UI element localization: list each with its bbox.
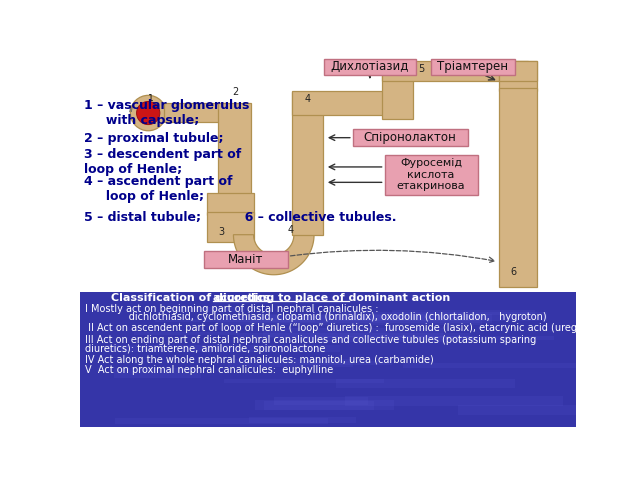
Text: II Act on ascendent part of loop of Henle (“loop” diuretics) :  furosemide (lasi: II Act on ascendent part of loop of Henl… <box>84 323 633 333</box>
Bar <box>218 315 483 325</box>
Text: 5 – distal tubule;          6 – collective tubules.: 5 – distal tubule; 6 – collective tubule… <box>84 211 396 224</box>
Bar <box>134 332 238 335</box>
Text: 2 – proximal tubule;: 2 – proximal tubule; <box>84 132 223 145</box>
Bar <box>223 379 384 384</box>
Bar <box>250 314 492 323</box>
Circle shape <box>131 96 166 131</box>
Bar <box>114 368 201 378</box>
Bar <box>294 336 474 342</box>
Bar <box>218 103 250 213</box>
Bar <box>115 418 328 424</box>
Text: Тріамтерен: Тріамтерен <box>437 60 508 73</box>
Text: II: II <box>129 105 134 113</box>
Text: 4: 4 <box>288 225 294 235</box>
Bar <box>255 400 394 410</box>
Text: 6: 6 <box>510 267 516 277</box>
Bar <box>80 292 576 427</box>
Text: I Mostly act on beginning part of distal nephral canalicules :: I Mostly act on beginning part of distal… <box>84 304 378 313</box>
Text: 5: 5 <box>418 64 424 74</box>
Bar <box>324 59 415 74</box>
Text: Фуросемід
кислота
етакринова: Фуросемід кислота етакринова <box>397 158 465 191</box>
Bar <box>499 88 537 287</box>
Text: diuretics): triamterene, amiloride, spironolactone: diuretics): triamterene, amiloride, spir… <box>84 344 325 354</box>
Text: 2: 2 <box>232 86 238 96</box>
Bar <box>499 60 537 81</box>
Text: 4: 4 <box>305 94 311 104</box>
Bar <box>458 406 640 415</box>
Text: Classification of diuretics: Classification of diuretics <box>111 293 274 303</box>
Bar <box>499 60 537 92</box>
Bar <box>292 92 393 115</box>
Bar <box>228 359 353 367</box>
Bar <box>382 60 413 119</box>
Text: Маніт: Маніт <box>228 253 264 266</box>
Text: IV Act along the whole nephral canalicules: mannitol, urea (carbamide): IV Act along the whole nephral canalicul… <box>84 355 433 365</box>
Bar <box>431 59 515 74</box>
Text: V  Act on proximal nephral canalicules:  euphylline: V Act on proximal nephral canalicules: e… <box>84 365 333 375</box>
Bar <box>80 58 576 292</box>
Bar <box>399 336 554 340</box>
Text: 4 – ascendent part of
     loop of Henle;: 4 – ascendent part of loop of Henle; <box>84 175 232 203</box>
Bar <box>207 193 253 215</box>
Bar <box>337 379 515 388</box>
Text: 3: 3 <box>218 227 224 237</box>
Text: 3 – descendent part of
loop of Henle;: 3 – descendent part of loop of Henle; <box>84 147 241 176</box>
Text: Спіронолактон: Спіронолактон <box>364 131 456 144</box>
Bar <box>264 401 374 410</box>
Text: according to place of dominant action: according to place of dominant action <box>213 293 451 303</box>
Bar <box>204 251 288 268</box>
Bar <box>385 155 477 195</box>
Circle shape <box>136 101 160 125</box>
Bar <box>300 361 392 365</box>
Bar <box>345 396 563 407</box>
Bar <box>292 92 323 235</box>
Bar <box>207 212 253 242</box>
Bar <box>262 328 443 337</box>
Bar <box>156 319 315 322</box>
Text: 1: 1 <box>148 94 154 103</box>
Bar <box>338 312 547 321</box>
Bar <box>392 310 535 315</box>
Bar <box>274 397 368 406</box>
Bar <box>237 333 470 338</box>
Text: dichlothiasid, cyclomethiasid, clopamid (brinaldix), oxodolin (chlortalidon,   h: dichlothiasid, cyclomethiasid, clopamid … <box>84 312 547 322</box>
Bar <box>403 363 611 368</box>
Bar <box>105 345 340 352</box>
Polygon shape <box>234 235 314 275</box>
Bar <box>353 129 467 146</box>
Text: III Act on ending part of distal nephral canalicules and collective tubules (pot: III Act on ending part of distal nephral… <box>84 335 536 345</box>
Bar <box>171 307 245 312</box>
Text: Дихлотіазид: Дихлотіазид <box>331 60 409 73</box>
Bar <box>249 417 356 423</box>
Bar <box>164 103 227 122</box>
Bar <box>382 60 528 81</box>
Text: 1 – vascular glomerulus
     with capsule;: 1 – vascular glomerulus with capsule; <box>84 99 249 127</box>
